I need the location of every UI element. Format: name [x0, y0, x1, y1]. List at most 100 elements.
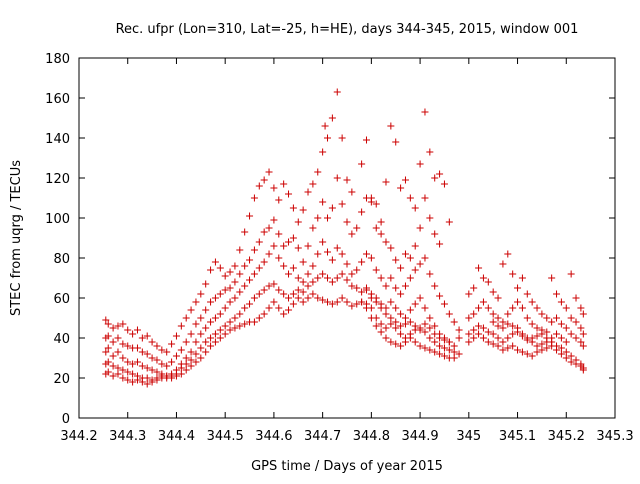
data-point	[124, 342, 132, 350]
data-point	[567, 270, 575, 278]
data-point	[377, 328, 385, 336]
data-point	[187, 356, 195, 364]
data-point	[475, 264, 483, 272]
data-point	[387, 320, 395, 328]
data-point	[241, 262, 249, 270]
data-point	[348, 270, 356, 278]
data-point	[572, 294, 580, 302]
data-point	[440, 180, 448, 188]
y-tick-label: 100	[45, 212, 70, 227]
data-point	[514, 298, 522, 306]
data-point	[216, 310, 224, 318]
data-point	[211, 258, 219, 266]
data-point	[182, 366, 190, 374]
data-point	[328, 256, 336, 264]
data-point	[397, 322, 405, 330]
data-point	[387, 122, 395, 130]
data-point	[431, 230, 439, 238]
data-point	[538, 346, 546, 354]
data-point	[153, 368, 161, 376]
data-point	[557, 344, 565, 352]
data-point	[338, 250, 346, 258]
data-point	[280, 262, 288, 270]
data-point	[129, 360, 137, 368]
data-point	[114, 322, 122, 330]
data-point	[479, 298, 487, 306]
data-point	[397, 184, 405, 192]
data-point	[216, 334, 224, 342]
data-point	[567, 330, 575, 338]
data-point	[158, 346, 166, 354]
data-point	[377, 218, 385, 226]
data-point	[153, 376, 161, 384]
data-point	[553, 342, 561, 350]
data-point	[431, 348, 439, 356]
data-point	[265, 250, 273, 258]
data-point	[275, 304, 283, 312]
data-point	[367, 294, 375, 302]
data-point	[426, 346, 434, 354]
x-tick-label: 345.1	[499, 429, 536, 444]
data-point	[280, 290, 288, 298]
data-point	[231, 294, 239, 302]
x-tick-label: 344.5	[207, 429, 244, 444]
data-point	[387, 298, 395, 306]
x-tick-label: 345	[456, 429, 481, 444]
data-point	[348, 282, 356, 290]
data-point	[426, 334, 434, 342]
data-point	[421, 108, 429, 116]
data-point	[163, 362, 171, 370]
data-point	[367, 254, 375, 262]
data-point	[197, 354, 205, 362]
data-point	[445, 338, 453, 346]
data-point	[138, 334, 146, 342]
data-point	[172, 372, 180, 380]
data-point	[250, 270, 258, 278]
data-point	[504, 344, 512, 352]
data-point	[411, 204, 419, 212]
data-point	[377, 230, 385, 238]
x-axis-label: GPS time / Days of year 2015	[251, 459, 443, 474]
data-point	[421, 194, 429, 202]
data-point	[314, 294, 322, 302]
data-point	[455, 350, 463, 358]
data-point	[333, 274, 341, 282]
data-point	[138, 348, 146, 356]
data-point	[231, 278, 239, 286]
data-point	[109, 362, 117, 370]
data-point	[285, 294, 293, 302]
data-point	[499, 324, 507, 332]
data-point	[172, 352, 180, 360]
data-point	[231, 262, 239, 270]
data-point	[177, 346, 185, 354]
data-point	[231, 324, 239, 332]
data-point	[362, 136, 370, 144]
data-point	[489, 318, 497, 326]
data-point	[562, 348, 570, 356]
data-point	[324, 274, 332, 282]
data-point	[260, 176, 268, 184]
data-point	[577, 360, 585, 368]
data-point	[255, 314, 263, 322]
data-point	[504, 250, 512, 258]
data-point	[382, 310, 390, 318]
data-point	[548, 318, 556, 326]
data-point	[168, 374, 176, 382]
data-point	[265, 282, 273, 290]
data-point	[358, 288, 366, 296]
data-point	[440, 352, 448, 360]
data-point	[397, 330, 405, 338]
data-point	[216, 264, 224, 272]
y-axis-label: STEC from uqrg / TECUs	[9, 160, 24, 316]
data-point	[104, 344, 112, 352]
data-point	[158, 374, 166, 382]
x-tick-label: 344.2	[60, 429, 97, 444]
data-point	[416, 260, 424, 268]
data-point	[143, 380, 151, 388]
data-point	[499, 346, 507, 354]
data-point	[338, 270, 346, 278]
data-point	[294, 274, 302, 282]
data-point	[187, 306, 195, 314]
y-tick-label: 160	[45, 92, 70, 107]
data-point	[470, 284, 478, 292]
